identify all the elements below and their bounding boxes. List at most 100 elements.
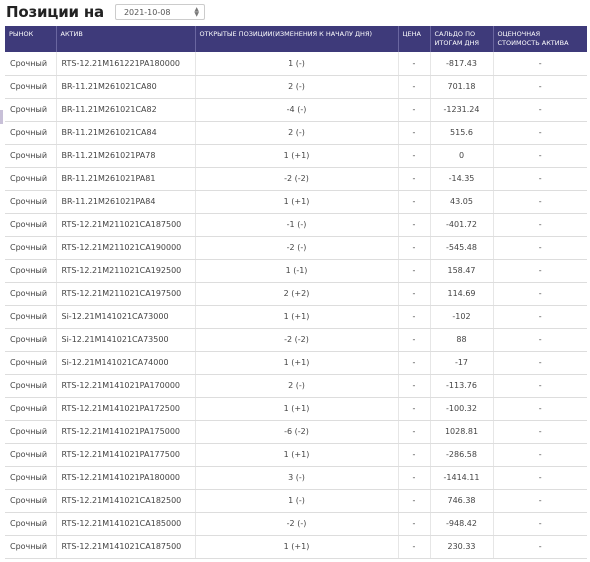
cell-price: -	[398, 213, 431, 237]
cell-asset: RTS-12.21M211021CA197500	[56, 282, 196, 306]
table-row[interactable]: Срочный RTS-12.21M211021CA190000 -2 (-) - -5…	[5, 236, 587, 260]
cell-positions: 1 (+1)	[195, 535, 399, 559]
cell-positions: -6 (-2)	[195, 420, 399, 444]
table-row[interactable]: Срочный RTS-12.21M161221PA180000 1 (-) - -81…	[5, 52, 587, 76]
cell-asset: RTS-12.21M141021CA185000	[56, 512, 196, 536]
cell-price: -	[398, 305, 431, 329]
row-hover-marker	[0, 110, 3, 124]
table-row[interactable]: Срочный RTS-12.21M211021CA197500 2 (+2) -11…	[5, 282, 587, 306]
cell-positions: -2 (-)	[195, 512, 399, 536]
cell-balance: -1414.11	[430, 466, 494, 490]
cell-value: -	[493, 98, 587, 122]
cell-asset: RTS-12.21M161221PA180000	[56, 52, 196, 76]
cell-value: -	[493, 259, 587, 283]
column-header-positions[interactable]: ОТКРЫТЫЕ ПОЗИЦИИ(ИЗМЕНЕНИЯ К НАЧАЛУ ДНЯ)	[195, 26, 399, 52]
column-header-price[interactable]: ЦЕНА	[398, 26, 431, 52]
cell-market: Срочный	[5, 282, 57, 306]
table-row[interactable]: Срочный RTS-12.21M141021CA187500 1 (+1) -23…	[5, 535, 587, 559]
cell-market: Срочный	[5, 489, 57, 513]
cell-price: -	[398, 98, 431, 122]
column-header-asset[interactable]: АКТИВ	[56, 26, 196, 52]
page-header: Позиции на 2021-10-08 ▲ ▼	[6, 0, 205, 24]
cell-positions: 1 (+1)	[195, 305, 399, 329]
table-body: Срочный RTS-12.21M161221PA180000 1 (-) - -81…	[5, 52, 587, 559]
cell-market: Срочный	[5, 535, 57, 559]
cell-market: Срочный	[5, 420, 57, 444]
cell-asset: RTS-12.21M211021CA192500	[56, 259, 196, 283]
cell-asset: BR-11.21M261021CA80	[56, 75, 196, 99]
table-row[interactable]: Срочный BR-11.21M261021CA84 2 (-) -515.6-	[5, 121, 587, 145]
cell-balance: -113.76	[430, 374, 494, 398]
cell-asset: RTS-12.21M141021PA180000	[56, 466, 196, 490]
cell-price: -	[398, 144, 431, 168]
cell-market: Срочный	[5, 144, 57, 168]
cell-asset: Si-12.21M141021CA73500	[56, 328, 196, 352]
cell-price: -	[398, 236, 431, 260]
date-input[interactable]: 2021-10-08 ▲ ▼	[114, 4, 205, 20]
cell-market: Срочный	[5, 374, 57, 398]
cell-market: Срочный	[5, 351, 57, 375]
table-row[interactable]: Срочный BR-11.21M261021CA82 -4 (-) - -1231.2…	[5, 98, 587, 122]
table-row[interactable]: Срочный RTS-12.21M141021CA182500 1 (-) -746…	[5, 489, 587, 513]
table-row[interactable]: Срочный Si-12.21M141021CA73000 1 (+1) - -102…	[5, 305, 587, 329]
table-row[interactable]: Срочный BR-11.21M261021PA84 1 (+1) -43.05-	[5, 190, 587, 214]
cell-value: -	[493, 535, 587, 559]
column-header-value[interactable]: ОЦЕНОЧНАЯ СТОИМОСТЬ АКТИВА	[493, 26, 587, 52]
cell-value: -	[493, 512, 587, 536]
date-value: 2021-10-08	[123, 7, 171, 17]
cell-positions: 1 (+1)	[195, 190, 399, 214]
cell-positions: 1 (+1)	[195, 351, 399, 375]
cell-positions: 1 (+1)	[195, 443, 399, 467]
table-row[interactable]: Срочный BR-11.21M261021PA78 1 (+1) -0-	[5, 144, 587, 168]
cell-positions: 2 (+2)	[195, 282, 399, 306]
cell-positions: -4 (-)	[195, 98, 399, 122]
column-header-balance[interactable]: САЛЬДО ПО ИТОГАМ ДНЯ	[430, 26, 494, 52]
cell-market: Срочный	[5, 466, 57, 490]
cell-positions: 1 (-)	[195, 489, 399, 513]
cell-price: -	[398, 259, 431, 283]
column-header-market[interactable]: РЫНОК	[5, 26, 57, 52]
cell-price: -	[398, 466, 431, 490]
table-row[interactable]: Срочный RTS-12.21M141021PA172500 1 (+1) - -1…	[5, 397, 587, 421]
cell-market: Срочный	[5, 443, 57, 467]
table-row[interactable]: Срочный BR-11.21M261021PA81 -2 (-2) - -14.35…	[5, 167, 587, 191]
table-row[interactable]: Срочный RTS-12.21M211021CA187500 -1 (-) - -4…	[5, 213, 587, 237]
cell-asset: RTS-12.21M141021CA187500	[56, 535, 196, 559]
cell-positions: 2 (-)	[195, 121, 399, 145]
cell-positions: 2 (-)	[195, 374, 399, 398]
cell-market: Срочный	[5, 397, 57, 421]
cell-price: -	[398, 351, 431, 375]
cell-positions: 1 (-)	[195, 52, 399, 76]
cell-value: -	[493, 351, 587, 375]
cell-value: -	[493, 328, 587, 352]
cell-balance: -17	[430, 351, 494, 375]
cell-balance: -286.58	[430, 443, 494, 467]
chevron-up-icon[interactable]: ▲	[194, 6, 199, 13]
cell-balance: 515.6	[430, 121, 494, 145]
table-row[interactable]: Срочный Si-12.21M141021CA73500 -2 (-2) -88-	[5, 328, 587, 352]
cell-balance: 114.69	[430, 282, 494, 306]
cell-positions: -1 (-)	[195, 213, 399, 237]
cell-market: Срочный	[5, 121, 57, 145]
cell-market: Срочный	[5, 98, 57, 122]
table-row[interactable]: Срочный Si-12.21M141021CA74000 1 (+1) - -17-	[5, 351, 587, 375]
cell-price: -	[398, 535, 431, 559]
cell-price: -	[398, 512, 431, 536]
table-row[interactable]: Срочный RTS-12.21M141021PA170000 2 (-) - -11…	[5, 374, 587, 398]
cell-asset: Si-12.21M141021CA73000	[56, 305, 196, 329]
table-row[interactable]: Срочный RTS-12.21M211021CA192500 1 (-1) -15…	[5, 259, 587, 283]
table-row[interactable]: Срочный RTS-12.21M141021CA185000 -2 (-) - -9…	[5, 512, 587, 536]
chevron-down-icon[interactable]: ▼	[194, 11, 199, 18]
table-header-row: РЫНОК АКТИВ ОТКРЫТЫЕ ПОЗИЦИИ(ИЗМЕНЕНИЯ К…	[5, 26, 587, 52]
table-row[interactable]: Срочный RTS-12.21M141021PA175000 -6 (-2) -1…	[5, 420, 587, 444]
cell-value: -	[493, 190, 587, 214]
cell-price: -	[398, 190, 431, 214]
cell-market: Срочный	[5, 190, 57, 214]
cell-value: -	[493, 397, 587, 421]
cell-price: -	[398, 52, 431, 76]
date-stepper[interactable]: ▲ ▼	[194, 6, 199, 18]
cell-asset: RTS-12.21M141021CA182500	[56, 489, 196, 513]
table-row[interactable]: Срочный RTS-12.21M141021PA177500 1 (+1) - -2…	[5, 443, 587, 467]
table-row[interactable]: Срочный RTS-12.21M141021PA180000 3 (-) - -14…	[5, 466, 587, 490]
table-row[interactable]: Срочный BR-11.21M261021CA80 2 (-) -701.18-	[5, 75, 587, 99]
